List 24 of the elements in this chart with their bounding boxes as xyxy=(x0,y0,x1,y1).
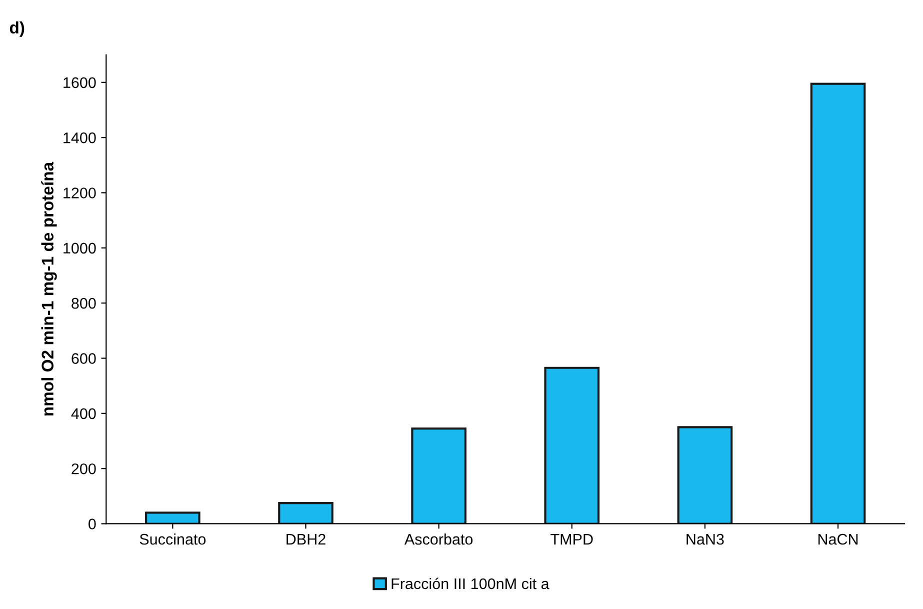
y-tick-label: 200 xyxy=(72,463,96,474)
bar xyxy=(278,502,334,524)
legend-label: Fracción III 100nM cit a xyxy=(392,578,550,590)
y-tick-label: 1000 xyxy=(64,242,96,254)
bar xyxy=(544,366,600,524)
x-tick-label: NaCN xyxy=(818,534,858,545)
x-tick-label: NaN3 xyxy=(686,534,724,545)
y-tick-label: 1200 xyxy=(64,188,96,198)
x-tick-label: TMPD xyxy=(550,534,593,545)
y-tick-label: 600 xyxy=(72,353,96,364)
bar xyxy=(411,428,466,524)
x-tick-label: DBH2 xyxy=(286,534,326,545)
x-tick-label: Succinato xyxy=(140,533,206,545)
y-axis-title: nmol O2 min-1 mg-1 de proteína xyxy=(41,162,57,416)
bar xyxy=(145,512,200,524)
x-tick-label: Ascorbato xyxy=(404,533,473,545)
y-tick-label: 400 xyxy=(71,408,96,420)
y-tick-label: 1400 xyxy=(64,132,96,144)
bar xyxy=(677,426,733,524)
y-tick-label: 0 xyxy=(88,518,96,530)
y-tick-label: 1600 xyxy=(64,77,96,88)
y-tick-label: 800 xyxy=(72,298,96,309)
bar xyxy=(810,82,866,524)
chart-title: d) xyxy=(10,21,24,37)
